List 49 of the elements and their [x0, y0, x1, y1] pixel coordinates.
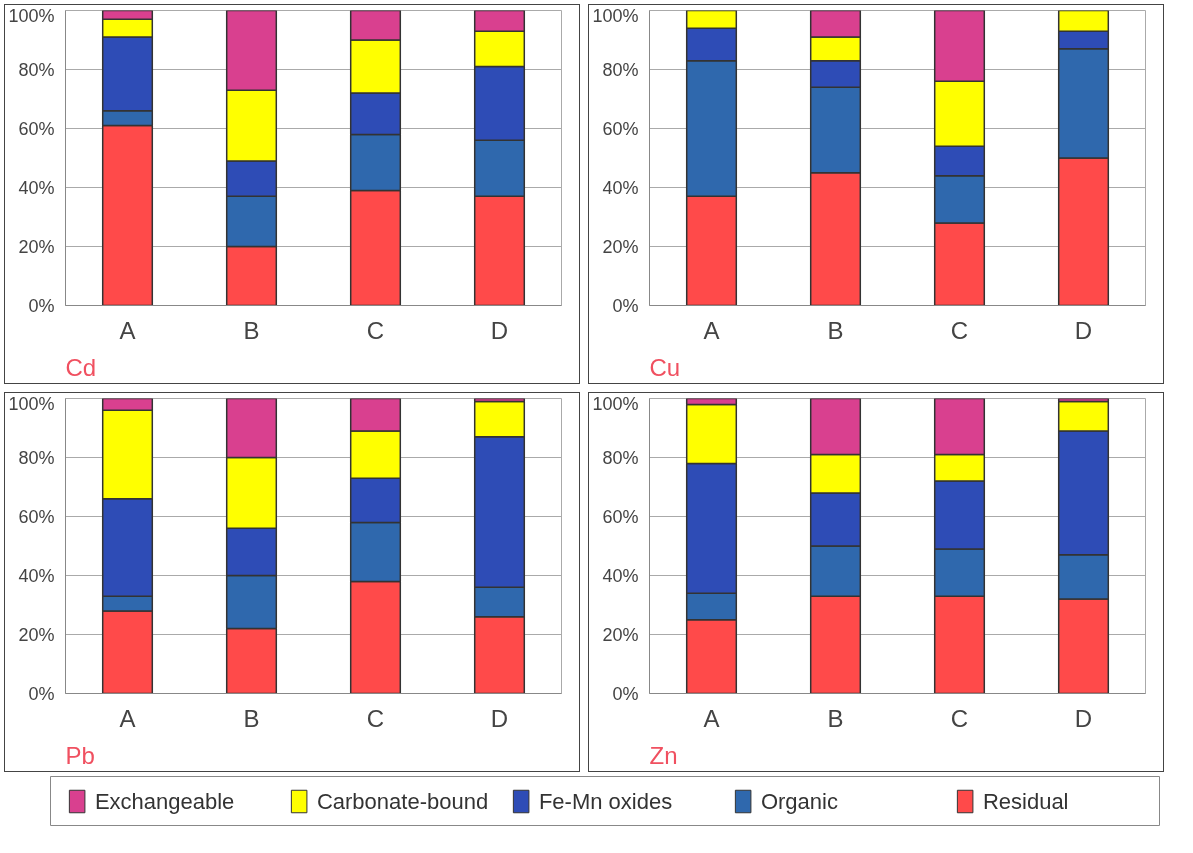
y-tick-label: 60% — [18, 118, 55, 139]
y-tick-label: 40% — [602, 177, 639, 198]
x-tick-label: B — [243, 704, 260, 732]
text: Pb — [65, 741, 95, 769]
y-tick-label: 40% — [602, 565, 639, 586]
text: Zn — [649, 741, 678, 769]
y-tick-label: 20% — [18, 624, 55, 645]
y-tick-label: 80% — [602, 447, 639, 468]
x-tick-label: A — [703, 316, 720, 344]
x-tick-label: D — [490, 704, 509, 732]
y-tick-label: 20% — [18, 236, 55, 257]
y-tick-label: 20% — [602, 236, 639, 257]
y-tick-label: 80% — [18, 447, 55, 468]
x-tick-label: A — [119, 316, 136, 344]
y-tick-label: 100% — [8, 393, 55, 414]
x-tick-label: C — [950, 316, 969, 344]
x-tick-label: A — [119, 704, 136, 732]
x-tick-label: C — [950, 704, 969, 732]
y-tick-label: 80% — [602, 59, 639, 80]
y-tick-label: 0% — [28, 295, 55, 316]
y-tick-label: 100% — [592, 5, 639, 26]
x-tick-label: B — [827, 704, 844, 732]
y-tick-label: 0% — [612, 683, 639, 704]
y-tick-label: 0% — [612, 295, 639, 316]
x-tick-label: D — [490, 316, 509, 344]
text: Cu — [649, 353, 681, 381]
x-tick-label: D — [1074, 704, 1093, 732]
y-tick-label: 40% — [18, 177, 55, 198]
x-tick-label: B — [243, 316, 260, 344]
x-tick-label: B — [827, 316, 844, 344]
y-tick-label: 80% — [18, 59, 55, 80]
y-tick-label: 100% — [8, 5, 55, 26]
text: Cd — [65, 353, 97, 381]
legend-label: Residual — [982, 789, 1069, 814]
x-tick-label: A — [703, 704, 720, 732]
y-tick-label: 60% — [602, 118, 639, 139]
legend-label: Carbonate-bound — [316, 789, 489, 814]
y-tick-label: 60% — [602, 506, 639, 527]
y-tick-label: 100% — [592, 393, 639, 414]
y-tick-label: 60% — [18, 506, 55, 527]
y-tick-label: 20% — [602, 624, 639, 645]
legend-label: Fe-Mn oxides — [538, 789, 673, 814]
legend-label: Organic — [760, 789, 838, 814]
x-tick-label: C — [366, 704, 385, 732]
y-tick-label: 40% — [18, 565, 55, 586]
y-tick-label: 0% — [28, 683, 55, 704]
x-tick-label: D — [1074, 316, 1093, 344]
legend-label: Exchangeable — [94, 789, 235, 814]
x-tick-label: C — [366, 316, 385, 344]
